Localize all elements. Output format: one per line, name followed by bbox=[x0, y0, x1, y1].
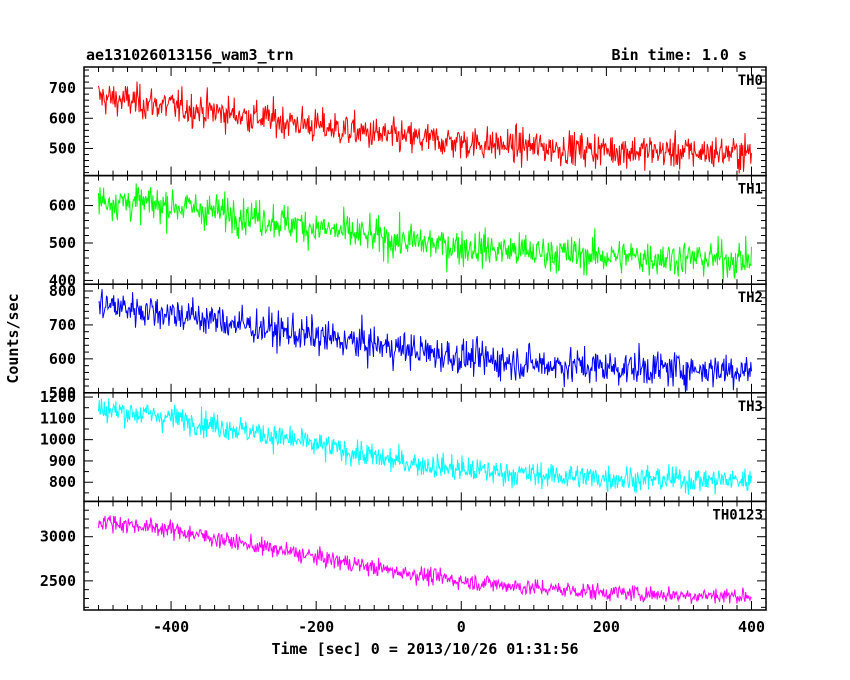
y-tick-label: 600 bbox=[49, 109, 76, 127]
y-tick-label: 600 bbox=[49, 350, 76, 368]
x-axis-label: Time [sec] 0 = 2013/10/26 01:31:56 bbox=[271, 640, 578, 658]
y-tick-label: 3000 bbox=[40, 528, 76, 546]
y-tick-label: 500 bbox=[49, 234, 76, 252]
y-tick-label: 1100 bbox=[40, 409, 76, 427]
series-th0 bbox=[98, 81, 752, 174]
y-tick-label: 500 bbox=[49, 139, 76, 157]
y-tick-label: 1000 bbox=[40, 431, 76, 449]
y-tick-label: 700 bbox=[49, 316, 76, 334]
panel-label-th0: TH0 bbox=[738, 73, 763, 89]
panel-label-th2: TH2 bbox=[738, 290, 763, 306]
y-tick-label: 900 bbox=[49, 452, 76, 470]
x-tick-label: -200 bbox=[298, 618, 334, 636]
panel-frame-th0123 bbox=[83, 500, 767, 611]
y-tick-label: 1200 bbox=[40, 388, 76, 406]
y-tick-label: 700 bbox=[49, 79, 76, 97]
y-tick-label: 400 bbox=[49, 271, 76, 289]
x-tick-label: 400 bbox=[738, 618, 765, 636]
y-tick-label: 600 bbox=[49, 197, 76, 215]
panel-label-th1: TH1 bbox=[738, 182, 763, 198]
series-th1 bbox=[98, 183, 752, 283]
panel-label-th0123: TH0123 bbox=[712, 507, 763, 523]
y-tick-label: 800 bbox=[49, 282, 76, 300]
series-th2 bbox=[98, 289, 752, 393]
y-tick-label: 2500 bbox=[40, 572, 76, 590]
panel-label-th3: TH3 bbox=[738, 399, 763, 415]
chart-title: ae131026013156_wam3_trn bbox=[86, 46, 294, 64]
panel-frame-th2 bbox=[83, 283, 767, 394]
series-th3 bbox=[98, 398, 752, 495]
bin-time-label: Bin time: 1.0 s bbox=[611, 46, 747, 64]
panel-frame-th1 bbox=[83, 174, 767, 285]
series-th0123 bbox=[98, 515, 752, 604]
y-tick-label: 500 bbox=[49, 384, 76, 402]
x-tick-label: 0 bbox=[457, 618, 466, 636]
panel-frame-th3 bbox=[83, 392, 767, 503]
x-tick-label: -400 bbox=[153, 618, 189, 636]
x-tick-label: 200 bbox=[593, 618, 620, 636]
y-tick-label: 800 bbox=[49, 473, 76, 491]
y-axis-label: Counts/sec bbox=[4, 293, 22, 383]
